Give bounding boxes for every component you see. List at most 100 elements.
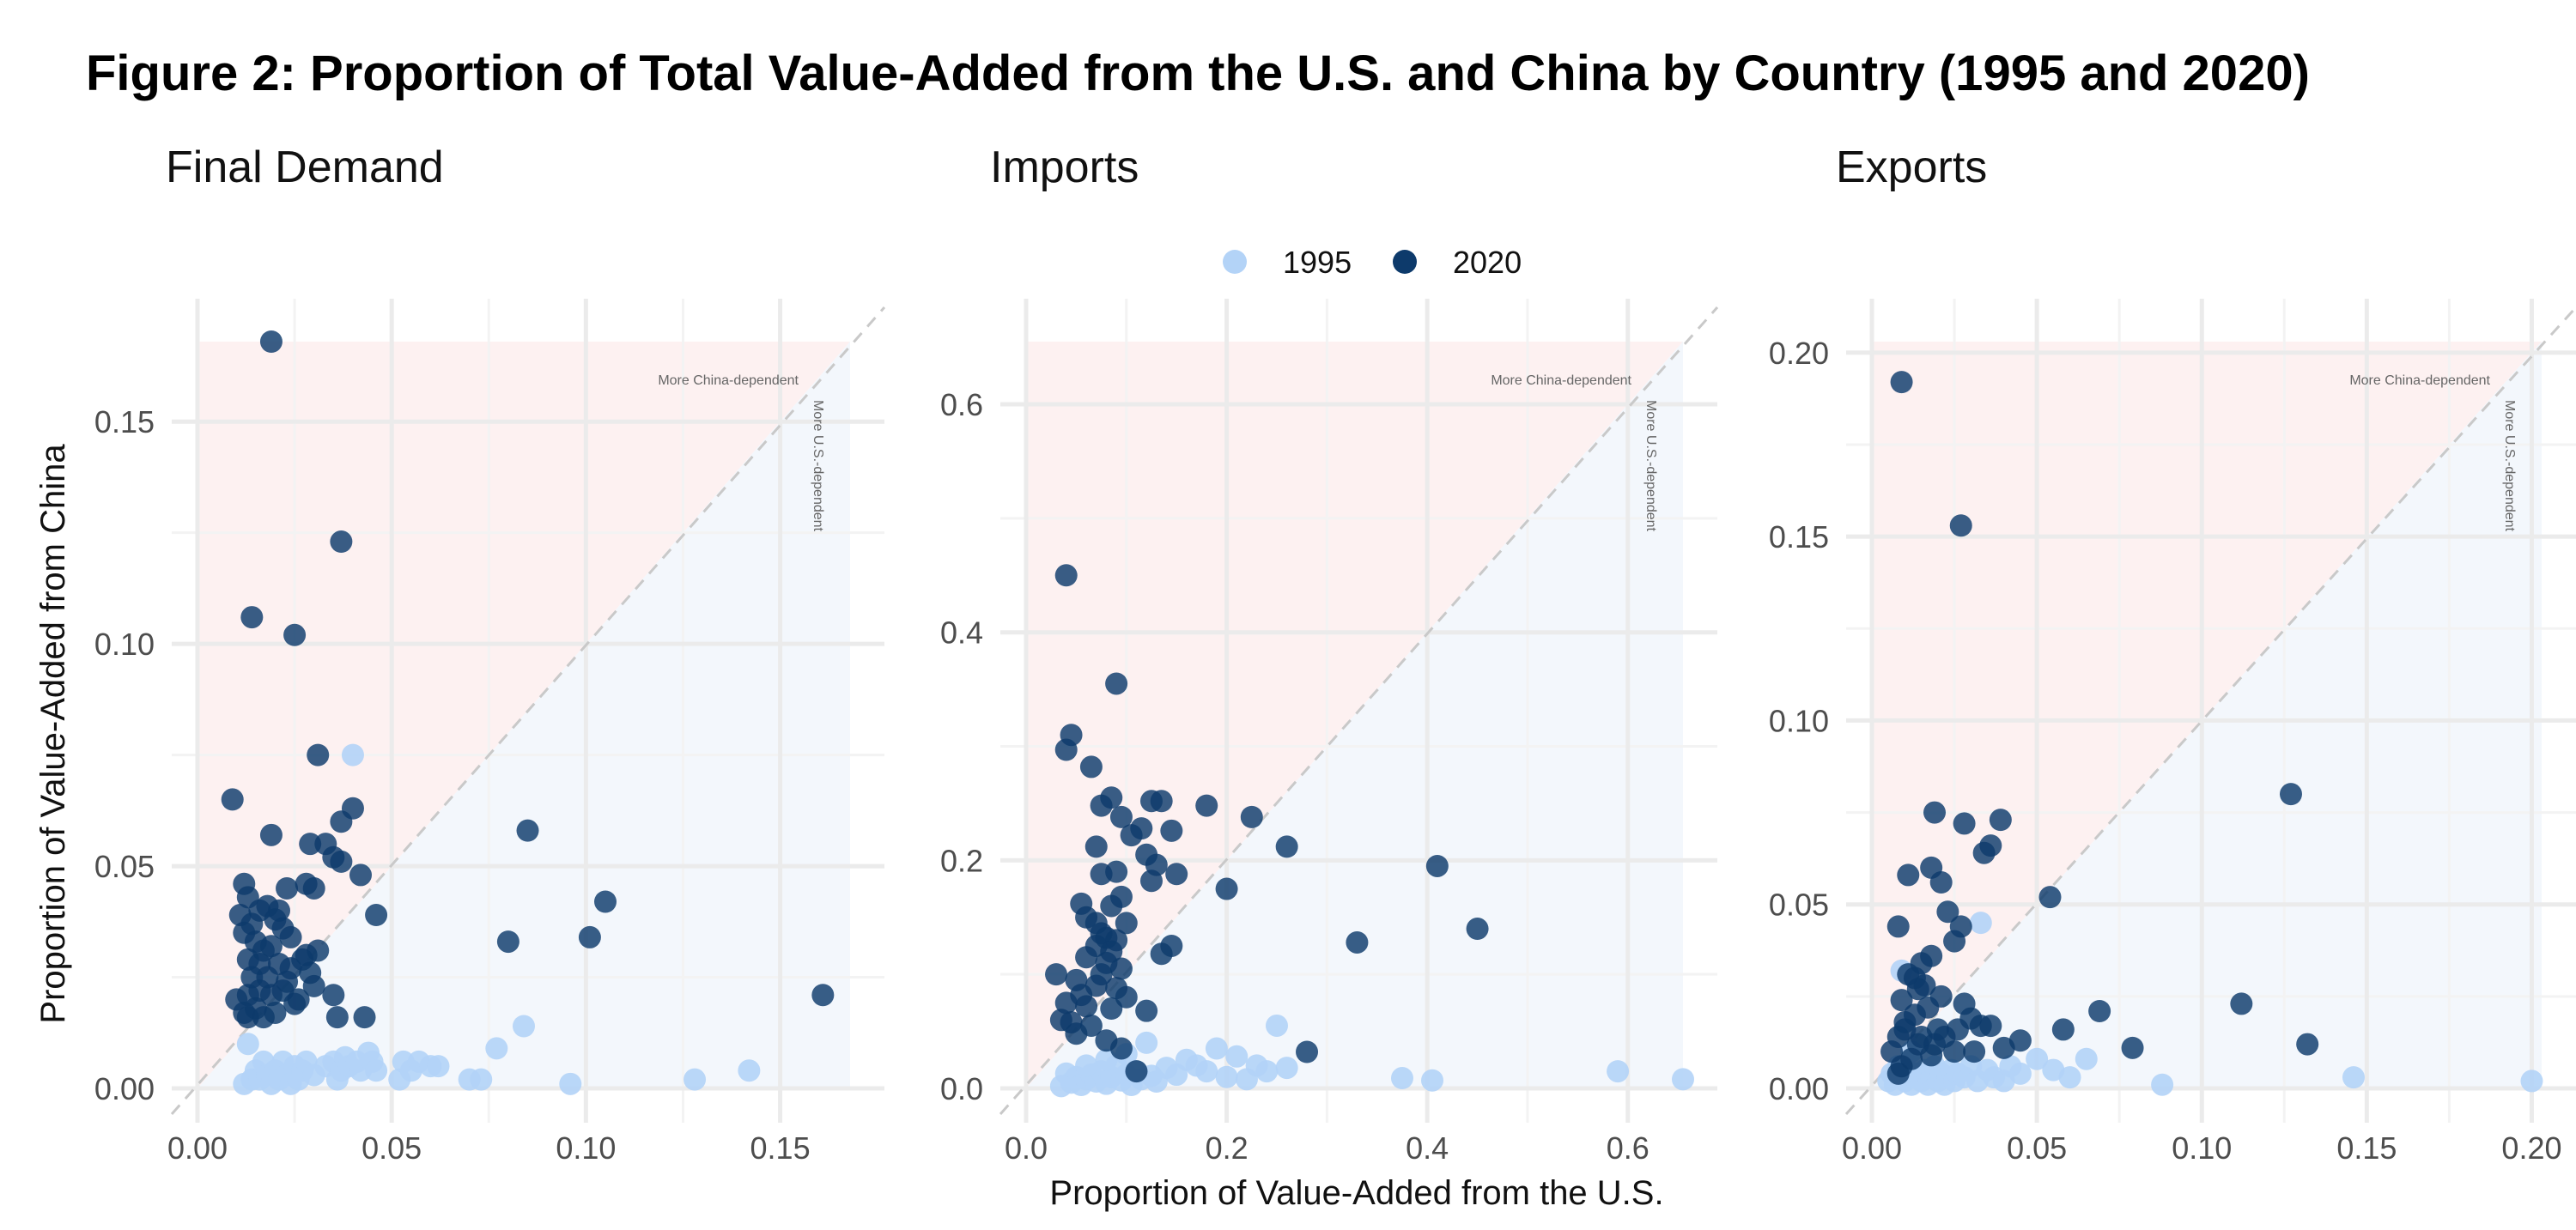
data-point-1995 <box>1049 1075 1072 1098</box>
data-point-2020 <box>1084 835 1108 858</box>
data-point-2020 <box>1897 863 1920 887</box>
data-point-2020 <box>1105 672 1128 695</box>
data-point-2020 <box>259 823 283 846</box>
us-dependent-label: More U.S.-dependent <box>811 400 825 532</box>
data-point-2020 <box>1240 805 1263 828</box>
data-point-2020 <box>353 1006 376 1029</box>
data-point-2020 <box>2296 1033 2319 1056</box>
y-tick-label: 0.2 <box>940 843 983 878</box>
data-point-2020 <box>330 530 353 554</box>
data-point-1995 <box>2520 1069 2543 1093</box>
y-tick-label: 0.15 <box>94 404 155 439</box>
data-point-1995 <box>1205 1037 1228 1060</box>
data-point-2020 <box>1195 794 1218 817</box>
y-tick-label: 0.6 <box>940 387 983 422</box>
data-point-1995 <box>1225 1045 1249 1068</box>
data-point-1995 <box>236 1033 259 1056</box>
data-point-2020 <box>1045 963 1068 986</box>
data-point-2020 <box>1090 863 1113 886</box>
data-point-2020 <box>236 1006 259 1029</box>
data-point-2020 <box>1923 801 1947 824</box>
y-tick-label: 0.20 <box>1769 336 1829 371</box>
data-point-1995 <box>738 1059 761 1082</box>
data-point-2020 <box>1079 755 1103 779</box>
data-point-1995 <box>513 1015 535 1038</box>
data-point-2020 <box>1054 738 1078 761</box>
panel-title: Final Demand <box>166 142 444 192</box>
data-point-2020 <box>299 833 322 856</box>
data-point-2020 <box>1115 912 1138 935</box>
data-point-2020 <box>1466 918 1489 941</box>
data-point-2020 <box>1906 1033 1929 1056</box>
data-point-2020 <box>1923 1033 1947 1056</box>
data-point-2020 <box>2279 783 2302 806</box>
data-point-1995 <box>341 743 364 766</box>
y-tick-label: 0.05 <box>94 849 155 884</box>
legend-label-2020: 2020 <box>1453 245 1522 280</box>
data-point-2020 <box>221 788 244 811</box>
us-dependent-region <box>197 342 850 1088</box>
data-point-2020 <box>516 819 539 842</box>
data-point-2020 <box>1992 1036 2015 1059</box>
x-tick-label: 0.15 <box>2336 1130 2397 1166</box>
data-point-1995 <box>2151 1073 2174 1096</box>
data-point-2020 <box>1135 999 1158 1022</box>
data-point-2020 <box>1346 930 1369 954</box>
x-tick-label: 0.15 <box>750 1130 811 1166</box>
data-point-2020 <box>1296 1040 1319 1063</box>
data-point-1995 <box>1075 1054 1098 1077</box>
x-tick-label: 0.10 <box>556 1130 616 1166</box>
data-point-2020 <box>279 925 302 948</box>
legend-label-1995: 1995 <box>1283 245 1352 280</box>
data-point-1995 <box>1969 912 1992 935</box>
panel-title: Exports <box>1836 142 1987 192</box>
data-point-2020 <box>330 850 353 873</box>
data-point-2020 <box>1060 1010 1083 1033</box>
data-point-2020 <box>1160 819 1183 842</box>
y-tick-label: 0.4 <box>940 615 983 651</box>
diagonal-reference-line <box>170 306 886 1115</box>
data-point-2020 <box>1100 894 1123 918</box>
y-tick-label: 0.00 <box>1769 1071 1829 1106</box>
data-point-2020 <box>283 623 307 646</box>
data-point-2020 <box>1425 854 1449 877</box>
panel-2: 0.00 0.05 0.10 0.15 0.20 0.00 0.05 0.10 0.15 0.20… <box>1769 142 2576 1166</box>
x-tick-label: 0.10 <box>2172 1130 2232 1166</box>
x-tick-label: 0.00 <box>1842 1130 1902 1166</box>
data-point-1995 <box>1390 1067 1413 1090</box>
diagonal-reference-line <box>1844 306 2576 1116</box>
data-point-2020 <box>2088 1000 2111 1022</box>
data-point-2020 <box>1893 1018 1917 1041</box>
data-point-2020 <box>259 330 283 353</box>
legend-marker-1995 <box>1223 250 1247 274</box>
y-axis-label: Proportion of Value-Added from China <box>34 444 72 1024</box>
x-tick-label: 0.20 <box>2501 1130 2561 1166</box>
data-point-1995 <box>1135 1031 1158 1054</box>
data-point-2020 <box>276 876 299 900</box>
data-point-1995 <box>365 1059 388 1082</box>
data-point-1995 <box>485 1037 508 1060</box>
data-point-1995 <box>1215 1065 1238 1088</box>
data-point-2020 <box>811 984 835 1007</box>
data-point-2020 <box>330 810 353 833</box>
data-point-2020 <box>1886 1062 1910 1085</box>
data-point-2020 <box>1929 871 1953 894</box>
data-point-1995 <box>1255 1060 1279 1083</box>
data-point-2020 <box>325 1006 349 1029</box>
data-point-2020 <box>1943 1040 1966 1063</box>
x-tick-label: 0.0 <box>1005 1130 1048 1166</box>
data-point-2020 <box>1150 942 1173 966</box>
legend-marker-2020 <box>1393 250 1417 274</box>
data-point-2020 <box>349 863 372 887</box>
data-point-2020 <box>1275 835 1298 858</box>
data-point-1995 <box>2075 1047 2098 1070</box>
data-point-2020 <box>307 743 330 766</box>
data-point-2020 <box>1906 978 1929 1001</box>
data-point-1995 <box>559 1072 582 1095</box>
data-point-1995 <box>683 1068 707 1091</box>
us-dependent-region <box>1026 342 1683 1088</box>
data-point-2020 <box>1109 957 1133 980</box>
y-tick-label: 0.10 <box>1769 703 1829 738</box>
data-point-2020 <box>2038 886 2062 909</box>
data-point-1995 <box>1421 1069 1444 1092</box>
